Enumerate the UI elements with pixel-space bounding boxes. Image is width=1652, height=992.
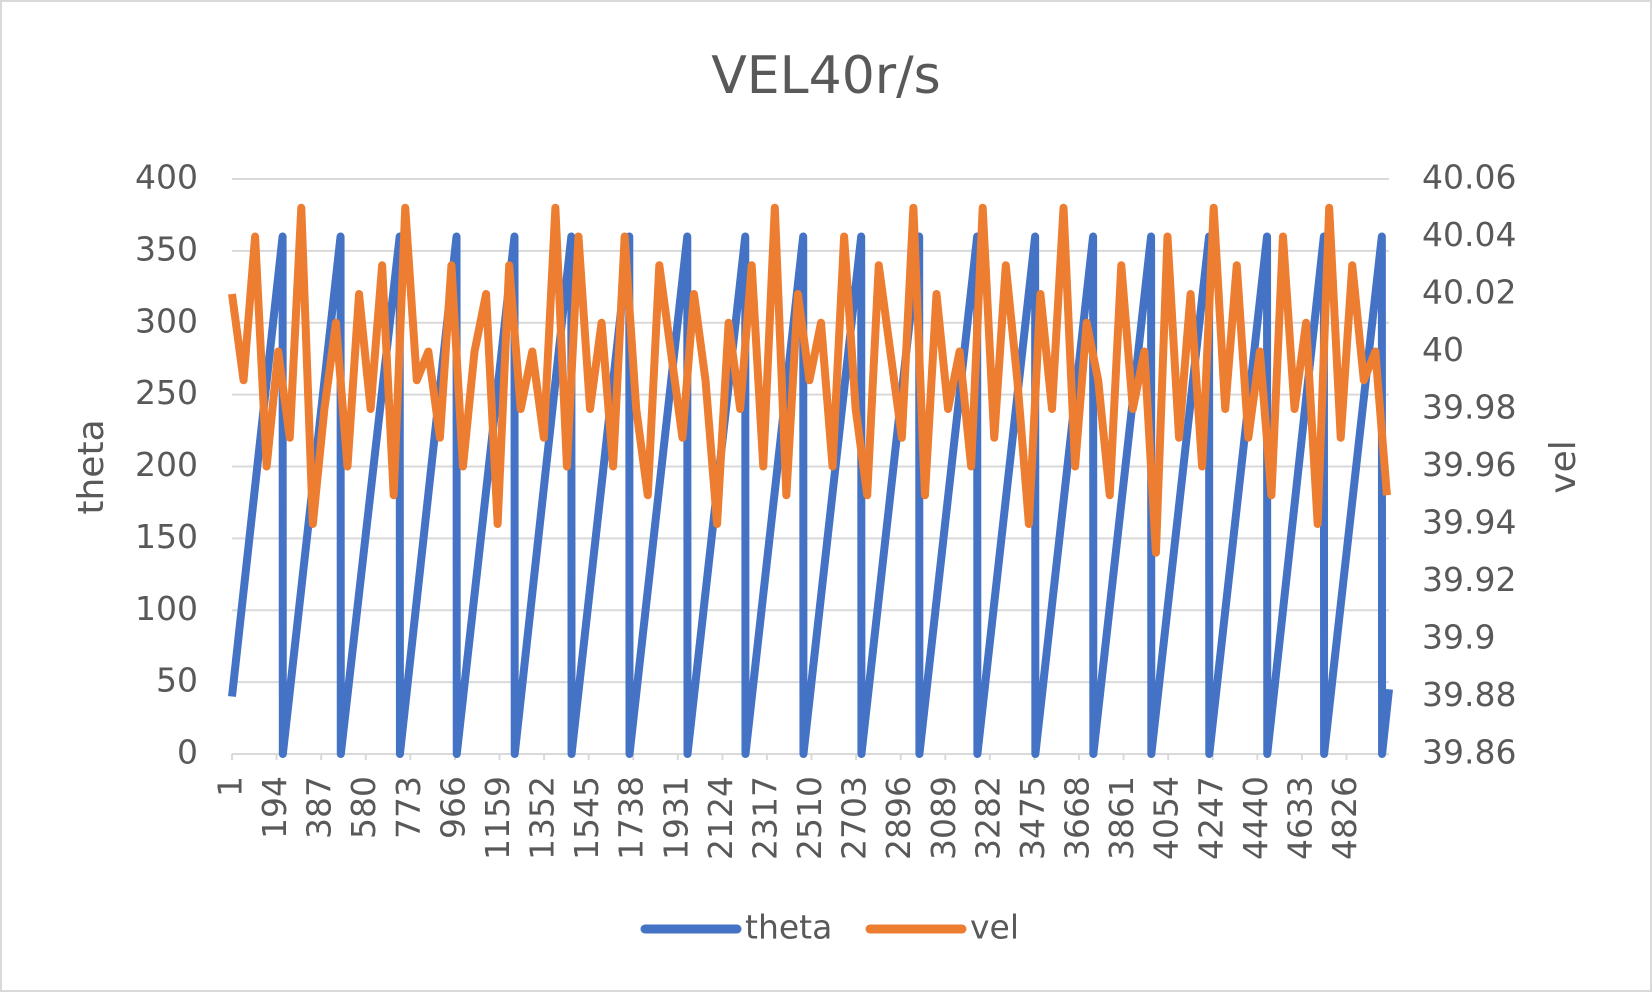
y-tick-label: 100 (135, 589, 198, 628)
x-tick-label: 3282 (968, 776, 1007, 860)
y-tick-label: 50 (156, 661, 198, 700)
y-tick-label: 300 (135, 301, 198, 340)
x-tick-label: 4633 (1280, 776, 1319, 860)
y2-tick-label: 39.88 (1422, 675, 1516, 714)
x-tick-label: 2510 (790, 776, 829, 860)
y2-tick-label: 39.92 (1422, 560, 1516, 599)
legend-label: vel (970, 908, 1019, 947)
x-tick-label: 3861 (1102, 776, 1141, 860)
y2-tick-label: 39.96 (1422, 445, 1516, 484)
y2-axis-title: vel (1543, 440, 1584, 493)
y-tick-label: 250 (135, 373, 198, 412)
x-tick-label: 2124 (701, 776, 740, 860)
y2-tick-label: 39.98 (1422, 388, 1516, 427)
x-tick-label: 1738 (612, 776, 651, 860)
x-tick-label: 194 (255, 776, 294, 839)
x-tick-label: 1159 (478, 776, 517, 860)
y-axis-title: theta (71, 419, 112, 514)
line-vel (228, 203, 1391, 557)
x-tick-label: 4440 (1236, 776, 1275, 860)
y-tick-label: 0 (177, 733, 198, 772)
y2-tick-label: 39.94 (1422, 503, 1516, 542)
y-tick-label: 350 (135, 229, 198, 268)
x-tick-label: 773 (389, 776, 428, 839)
x-tick-label: 4247 (1191, 776, 1230, 860)
y2-tick-label: 40 (1422, 330, 1464, 369)
x-tick-label: 3089 (924, 776, 963, 860)
x-tick-label: 4054 (1147, 776, 1186, 860)
y-tick-label: 200 (135, 445, 198, 484)
x-tick-label: 2703 (835, 776, 874, 860)
y2-tick-label: 40.06 (1422, 158, 1516, 197)
x-tick-label: 3668 (1058, 776, 1097, 860)
y2-tick-label: 40.02 (1422, 273, 1516, 312)
y-tick-label: 400 (135, 158, 198, 197)
y2-tick-label: 39.9 (1422, 618, 1495, 657)
x-tick-label: 966 (433, 776, 472, 839)
x-tick-label: 580 (344, 776, 383, 839)
x-tick-label: 2317 (745, 776, 784, 860)
x-tick-label: 387 (300, 776, 339, 839)
legend-label: theta (745, 908, 832, 947)
chart-title: VEL40r/s (711, 46, 941, 106)
y-tick-label: 150 (135, 517, 198, 556)
x-tick-label: 2896 (879, 776, 918, 860)
x-tick-label: 1 (211, 776, 250, 797)
x-tick-label: 1931 (656, 776, 695, 860)
y2-tick-label: 39.86 (1422, 733, 1516, 772)
x-tick-label: 1545 (567, 776, 606, 860)
x-tick-label: 1352 (523, 776, 562, 860)
x-tick-label: 4826 (1325, 776, 1364, 860)
x-tick-label: 3475 (1013, 776, 1052, 860)
y2-tick-label: 40.04 (1422, 215, 1516, 254)
